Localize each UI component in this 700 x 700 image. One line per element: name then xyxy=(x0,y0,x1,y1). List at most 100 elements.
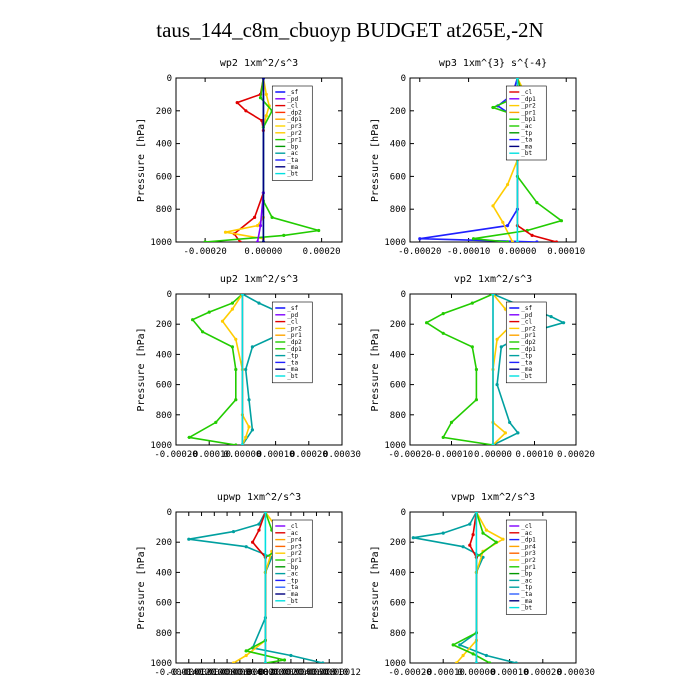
chart-panel-3: up2 1xm^2/s^3 0 200 400 600 800 1000-0.00020-0… xyxy=(136,274,361,460)
x-tick-label: 0.00006 xyxy=(285,668,323,678)
y-tick-label: 400 xyxy=(156,350,172,360)
y-tick-label: 800 xyxy=(390,205,406,215)
data-point xyxy=(491,204,495,208)
y-tick-label: 600 xyxy=(390,599,406,609)
legend-entry: _dp2 xyxy=(521,339,536,346)
data-point xyxy=(214,420,218,424)
legend-entry: _ta xyxy=(287,157,298,164)
x-tick-label: -0.00008 xyxy=(193,668,236,678)
data-point xyxy=(474,512,478,514)
legend-entry: _bt xyxy=(287,171,298,178)
y-tick-label: 800 xyxy=(156,411,172,421)
y-tick-label: 0 xyxy=(167,74,172,84)
x-tick-label: 0.00030 xyxy=(323,450,361,460)
y-tick-label: 200 xyxy=(390,320,406,330)
legend-entry: _sf xyxy=(287,89,298,96)
legend-entry: _cl xyxy=(287,523,298,530)
legend-entry: _bt xyxy=(521,150,532,157)
data-point xyxy=(317,228,321,233)
data-point xyxy=(491,105,495,110)
data-point xyxy=(244,545,248,549)
x-tick-label: -0.00006 xyxy=(205,668,248,678)
y-tick-label: 200 xyxy=(156,320,172,330)
legend-entry: _dp1 xyxy=(521,96,536,103)
data-point xyxy=(207,310,211,314)
data-point xyxy=(231,530,236,534)
data-point xyxy=(250,428,254,432)
y-tick-label: 600 xyxy=(156,381,172,391)
series-line-pr3 xyxy=(251,512,267,663)
data-point xyxy=(468,543,472,547)
data-point xyxy=(270,215,274,219)
panel-title: vp2 1xm^2/s^3 xyxy=(454,274,532,285)
data-point xyxy=(261,78,265,80)
x-tick-label: -0.00014 xyxy=(154,668,197,678)
legend-entry: _ta xyxy=(287,584,298,591)
panel-title: wp3 1xm^{3} s^{-4} xyxy=(439,58,547,69)
data-point xyxy=(247,425,251,429)
legend-entry: _tp xyxy=(521,584,532,591)
legend-entry: _sf xyxy=(287,305,298,312)
x-tick-label: -0.00002 xyxy=(231,668,274,678)
legend-entry: _pr4 xyxy=(521,543,536,550)
legend-entry: _ma xyxy=(521,143,532,150)
legend-entry: _ta xyxy=(521,591,532,598)
data-point xyxy=(230,301,234,305)
y-axis-label: Pressure [hPa] xyxy=(136,118,147,202)
plot-frame xyxy=(409,511,577,664)
data-point xyxy=(474,398,478,402)
data-point xyxy=(561,321,566,325)
data-point xyxy=(253,215,257,219)
x-tick-label: -0.00020 xyxy=(154,450,197,460)
data-point xyxy=(499,345,503,349)
data-point xyxy=(244,653,248,658)
y-axis-label: Pressure [hPa] xyxy=(370,327,381,411)
data-point xyxy=(282,233,286,237)
legend-entry: _ac xyxy=(287,530,298,537)
data-point xyxy=(187,537,191,541)
y-tick-label: 400 xyxy=(390,140,406,150)
x-tick-label: 0.00010 xyxy=(547,247,585,257)
series-line-pr1 xyxy=(425,294,494,445)
data-point xyxy=(220,319,225,323)
y-tick-label: 200 xyxy=(390,538,406,548)
y-tick-label: 0 xyxy=(401,508,406,518)
legend-entry: _ma xyxy=(287,366,298,373)
data-point xyxy=(258,224,263,228)
legend-entry: _pr1 xyxy=(521,332,536,339)
data-point xyxy=(491,443,495,445)
y-axis-label: Pressure [hPa] xyxy=(370,545,381,629)
data-point xyxy=(257,301,261,305)
legend: _sf_pd_cl_dp2_dp1_pr3_pr2_pr1_bp_ac_ta_m… xyxy=(271,85,313,181)
data-point xyxy=(251,540,255,544)
y-tick-label: 400 xyxy=(390,568,406,578)
data-point xyxy=(235,101,239,105)
legend-entry: _ma xyxy=(287,164,298,171)
data-point xyxy=(530,233,534,237)
x-tick-label: 0.00000 xyxy=(223,450,261,460)
data-point xyxy=(258,96,263,100)
data-point xyxy=(411,536,415,540)
x-tick-label: 0.00000 xyxy=(498,247,536,257)
data-point xyxy=(495,337,499,341)
x-tick-label: -0.00012 xyxy=(167,668,210,678)
legend-entry: _ac xyxy=(521,123,532,130)
data-point xyxy=(461,545,465,549)
legend-entry: _bt xyxy=(287,598,298,605)
legend-entry: _cl xyxy=(287,103,298,110)
data-point xyxy=(191,318,195,322)
legend-entry: _dp1 xyxy=(521,537,536,544)
legend-entry: _dp2 xyxy=(287,339,302,346)
legend-entry: _bp xyxy=(287,143,298,150)
data-point xyxy=(488,661,492,663)
y-tick-label: 0 xyxy=(401,74,406,84)
data-point xyxy=(244,435,248,439)
legend-entry: _pr2 xyxy=(287,550,302,557)
y-axis-label: Pressure [hPa] xyxy=(136,327,147,411)
legend-entry: _tp xyxy=(521,130,532,137)
y-tick-label: 400 xyxy=(156,568,172,578)
data-point xyxy=(230,345,234,349)
data-point xyxy=(255,224,260,228)
data-point xyxy=(234,443,238,445)
data-point xyxy=(250,345,254,349)
